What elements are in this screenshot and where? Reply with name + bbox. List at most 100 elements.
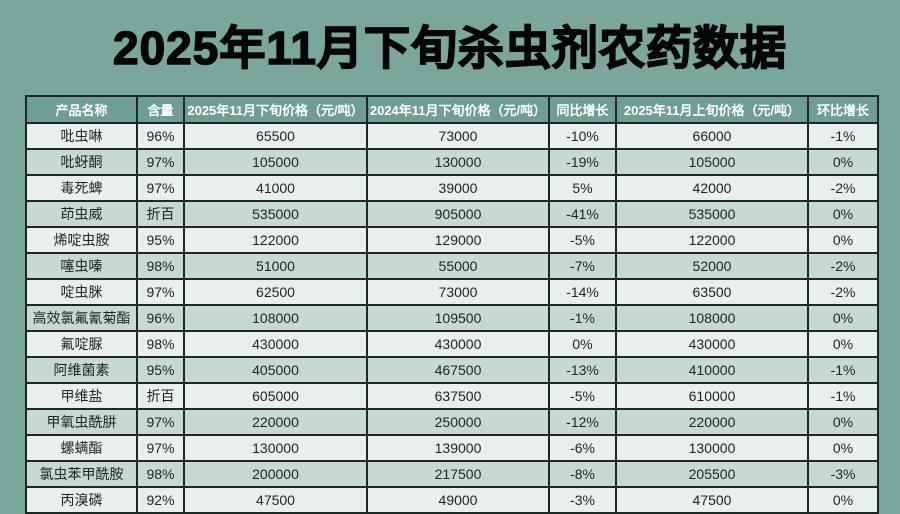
pesticide-price-table: 产品名称 含量 2025年11月下旬价格（元/吨） 2024年11月下旬价格（元/吨）… — [25, 95, 879, 514]
cell: -1% — [807, 382, 879, 410]
cell: 430000 — [366, 330, 550, 358]
cell: 氯虫苯甲酰胺 — [25, 460, 138, 488]
cell: 98% — [136, 330, 185, 358]
table-body: 吡虫啉 96% 65500 73000 -10% 66000 -1% 吡蚜酮 97% 105000… — [25, 122, 879, 514]
cell: 折百 — [136, 200, 185, 228]
cell: 98% — [136, 460, 185, 488]
cell: -2% — [807, 174, 879, 202]
cell: 467500 — [366, 356, 550, 384]
cell: -19% — [548, 148, 617, 176]
cell: 62500 — [183, 278, 368, 306]
column-header: 含量 — [136, 95, 185, 124]
cell: 405000 — [183, 356, 368, 384]
cell: -6% — [548, 434, 617, 462]
cell: 605000 — [183, 382, 368, 410]
table-row: 吡虫啉 96% 65500 73000 -10% 66000 -1% — [25, 122, 879, 150]
cell: 97% — [136, 434, 185, 462]
cell: 63500 — [615, 278, 809, 306]
cell: -12% — [548, 408, 617, 436]
cell: 0% — [807, 408, 879, 436]
cell: -2% — [807, 278, 879, 306]
cell: 茚虫威 — [25, 200, 138, 228]
cell: 410000 — [615, 356, 809, 384]
cell: 折百 — [136, 382, 185, 410]
column-header: 环比增长 — [807, 95, 879, 124]
cell: 535000 — [615, 200, 809, 228]
cell: -1% — [807, 122, 879, 150]
cell: 217500 — [366, 460, 550, 488]
table-row: 甲氧虫酰肼 97% 220000 250000 -12% 220000 0% — [25, 408, 879, 436]
cell: 5% — [548, 174, 617, 202]
cell: 105000 — [615, 148, 809, 176]
cell: -3% — [807, 460, 879, 488]
cell: 205500 — [615, 460, 809, 488]
cell: 97% — [136, 278, 185, 306]
cell: 130000 — [366, 148, 550, 176]
cell: 122000 — [615, 226, 809, 254]
cell: 吡蚜酮 — [25, 148, 138, 176]
cell: 烯啶虫胺 — [25, 226, 138, 254]
cell: 甲氧虫酰肼 — [25, 408, 138, 436]
cell: 0% — [807, 304, 879, 332]
cell: -1% — [548, 304, 617, 332]
table-row: 噻虫嗪 98% 51000 55000 -7% 52000 -2% — [25, 252, 879, 280]
cell: -5% — [548, 226, 617, 254]
cell: 氟啶脲 — [25, 330, 138, 358]
cell: 39000 — [366, 174, 550, 202]
cell: 105000 — [183, 148, 368, 176]
cell: 噻虫嗪 — [25, 252, 138, 280]
table-header: 产品名称 含量 2025年11月下旬价格（元/吨） 2024年11月下旬价格（元/吨）… — [25, 95, 879, 124]
cell: 220000 — [615, 408, 809, 436]
cell: 220000 — [183, 408, 368, 436]
cell: 47500 — [615, 486, 809, 514]
cell: 92% — [136, 486, 185, 514]
cell: 95% — [136, 356, 185, 384]
cell: 139000 — [366, 434, 550, 462]
cell: 535000 — [183, 200, 368, 228]
table-row: 高效氯氟氰菊酯 96% 108000 109500 -1% 108000 0% — [25, 304, 879, 332]
cell: -3% — [548, 486, 617, 514]
table-header-row: 产品名称 含量 2025年11月下旬价格（元/吨） 2024年11月下旬价格（元/吨）… — [25, 95, 879, 124]
column-header: 2025年11月下旬价格（元/吨） — [183, 95, 368, 124]
cell: 0% — [548, 330, 617, 358]
cell: 97% — [136, 174, 185, 202]
page-title: 2025年11月下旬杀虫剂农药数据 — [112, 21, 787, 75]
cell: 250000 — [366, 408, 550, 436]
table-row: 丙溴磷 92% 47500 49000 -3% 47500 0% — [25, 486, 879, 514]
cell: 啶虫脒 — [25, 278, 138, 306]
cell: 螺螨酯 — [25, 434, 138, 462]
cell: 47500 — [183, 486, 368, 514]
cell: 130000 — [615, 434, 809, 462]
cell: 97% — [136, 408, 185, 436]
cell: 49000 — [366, 486, 550, 514]
cell: -5% — [548, 382, 617, 410]
cell: 51000 — [183, 252, 368, 280]
cell: 108000 — [183, 304, 368, 332]
cell: -2% — [807, 252, 879, 280]
cell: 98% — [136, 252, 185, 280]
cell: -1% — [807, 356, 879, 384]
table-row: 螺螨酯 97% 130000 139000 -6% 130000 0% — [25, 434, 879, 462]
cell: 905000 — [366, 200, 550, 228]
cell: 430000 — [183, 330, 368, 358]
cell: 97% — [136, 148, 185, 176]
cell: 73000 — [366, 122, 550, 150]
cell: 42000 — [615, 174, 809, 202]
table-row: 烯啶虫胺 95% 122000 129000 -5% 122000 0% — [25, 226, 879, 254]
cell: -10% — [548, 122, 617, 150]
table-row: 吡蚜酮 97% 105000 130000 -19% 105000 0% — [25, 148, 879, 176]
cell: 0% — [807, 148, 879, 176]
column-header: 产品名称 — [25, 95, 138, 124]
cell: 41000 — [183, 174, 368, 202]
table-row: 氯虫苯甲酰胺 98% 200000 217500 -8% 205500 -3% — [25, 460, 879, 488]
table-row: 阿维菌素 95% 405000 467500 -13% 410000 -1% — [25, 356, 879, 384]
cell: 65500 — [183, 122, 368, 150]
cell: 52000 — [615, 252, 809, 280]
cell: 0% — [807, 486, 879, 514]
cell: 610000 — [615, 382, 809, 410]
cell: 阿维菌素 — [25, 356, 138, 384]
table-row: 甲维盐 折百 605000 637500 -5% 610000 -1% — [25, 382, 879, 410]
cell: 96% — [136, 122, 185, 150]
cell: 高效氯氟氰菊酯 — [25, 304, 138, 332]
cell: 0% — [807, 200, 879, 228]
